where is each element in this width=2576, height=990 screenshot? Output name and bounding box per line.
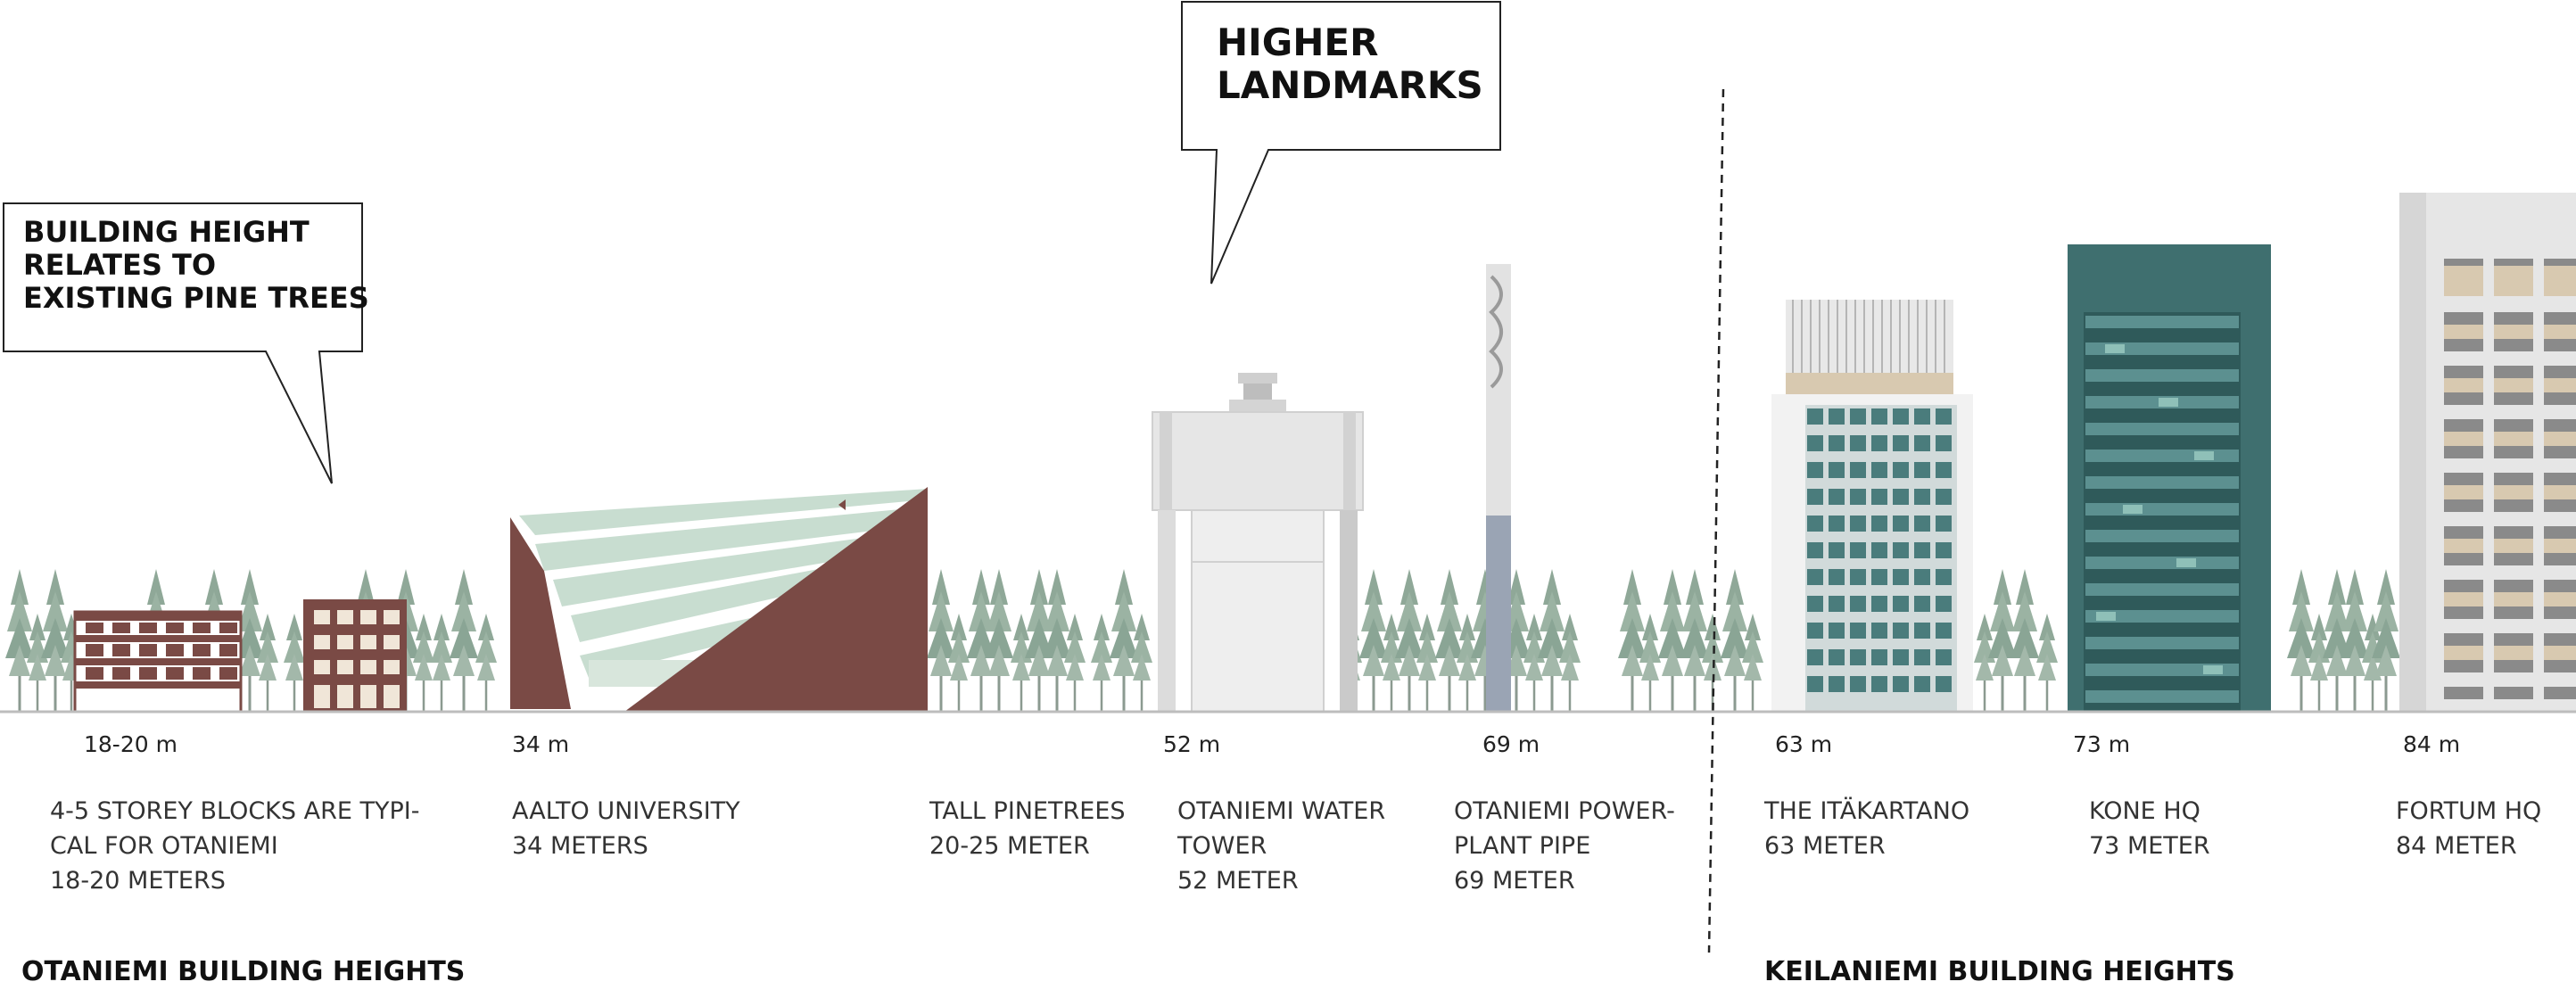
height-label-fortum: 84 m [2403, 731, 2461, 757]
desc-line: 52 METER [1177, 867, 1299, 895]
desc-storey-blocks: 4-5 STOREY BLOCKS ARE TYPI- CAL FOR OTAN… [50, 794, 419, 898]
desc-line: AALTO UNIVERSITY [512, 797, 740, 825]
desc-line: 73 METER [2089, 832, 2210, 860]
callout-line: EXISTING PINE TREES [23, 280, 369, 315]
desc-line: 4-5 STOREY BLOCKS ARE TYPI- [50, 797, 420, 825]
desc-line: OTANIEMI WATER [1177, 797, 1386, 825]
height-label-kone: 73 m [2073, 731, 2131, 757]
desc-line: 34 METERS [512, 832, 648, 860]
callout-higher-landmarks: HIGHER LANDMARKS [1217, 21, 1483, 108]
desc-aalto: AALTO UNIVERSITY 34 METERS [512, 794, 740, 863]
desc-pinetrees: TALL PINETREES 20-25 METER [929, 794, 1126, 863]
callout-line: RELATES TO [23, 247, 217, 282]
section-title-keilaniemi: KEILANIEMI BUILDING HEIGHTS [1764, 956, 2235, 987]
height-label-storey-blocks: 18-20 m [84, 731, 178, 757]
callout-bubble-building-height [3, 202, 363, 484]
desc-line: THE ITÄKARTANO [1764, 797, 1970, 825]
desc-line: 20-25 METER [929, 832, 1090, 860]
height-label-water-tower: 52 m [1163, 731, 1221, 757]
desc-line: CAL FOR OTANIEMI [50, 832, 278, 860]
desc-water-tower: OTANIEMI WATER TOWER 52 METER [1177, 794, 1385, 898]
section-title-otaniemi: OTANIEMI BUILDING HEIGHTS [21, 956, 466, 987]
itakartano-building [1771, 300, 1973, 712]
height-label-power-pipe: 69 m [1482, 731, 1540, 757]
desc-line: 18-20 METERS [50, 867, 226, 895]
water-tower-building [1152, 373, 1364, 713]
desc-line: 63 METER [1764, 832, 1886, 860]
callout-line: HIGHER [1217, 21, 1379, 64]
desc-line: 84 METER [2396, 832, 2517, 860]
callout-bubble-higher-landmarks [1181, 1, 1501, 285]
aalto-university-building [510, 487, 928, 712]
kone-hq-building [2068, 244, 2271, 712]
desc-line: PLANT PIPE [1454, 832, 1591, 860]
callout-line: LANDMARKS [1217, 63, 1483, 108]
callout-line: BUILDING HEIGHT [23, 215, 310, 249]
desc-fortum: FORTUM HQ 84 METER [2396, 794, 2541, 863]
power-plant-pipe [1486, 264, 1511, 712]
section-divider [1707, 88, 1725, 953]
desc-line: TALL PINETREES [929, 797, 1126, 825]
desc-kone: KONE HQ 73 METER [2089, 794, 2210, 863]
desc-line: FORTUM HQ [2396, 797, 2542, 825]
callout-building-height: BUILDING HEIGHT RELATES TO EXISTING PINE… [23, 216, 369, 314]
desc-line: KONE HQ [2089, 797, 2200, 825]
desc-itakartano: THE ITÄKARTANO 63 METER [1764, 794, 1969, 863]
desc-power-pipe: OTANIEMI POWER- PLANT PIPE 69 METER [1454, 794, 1675, 898]
desc-line: OTANIEMI POWER- [1454, 797, 1675, 825]
desc-line: TOWER [1177, 832, 1267, 860]
storey-block-building [73, 599, 407, 714]
height-label-aalto: 34 m [512, 731, 570, 757]
height-label-itakartano: 63 m [1775, 731, 1833, 757]
desc-line: 69 METER [1454, 867, 1575, 895]
fortum-hq-building [2399, 193, 2576, 712]
